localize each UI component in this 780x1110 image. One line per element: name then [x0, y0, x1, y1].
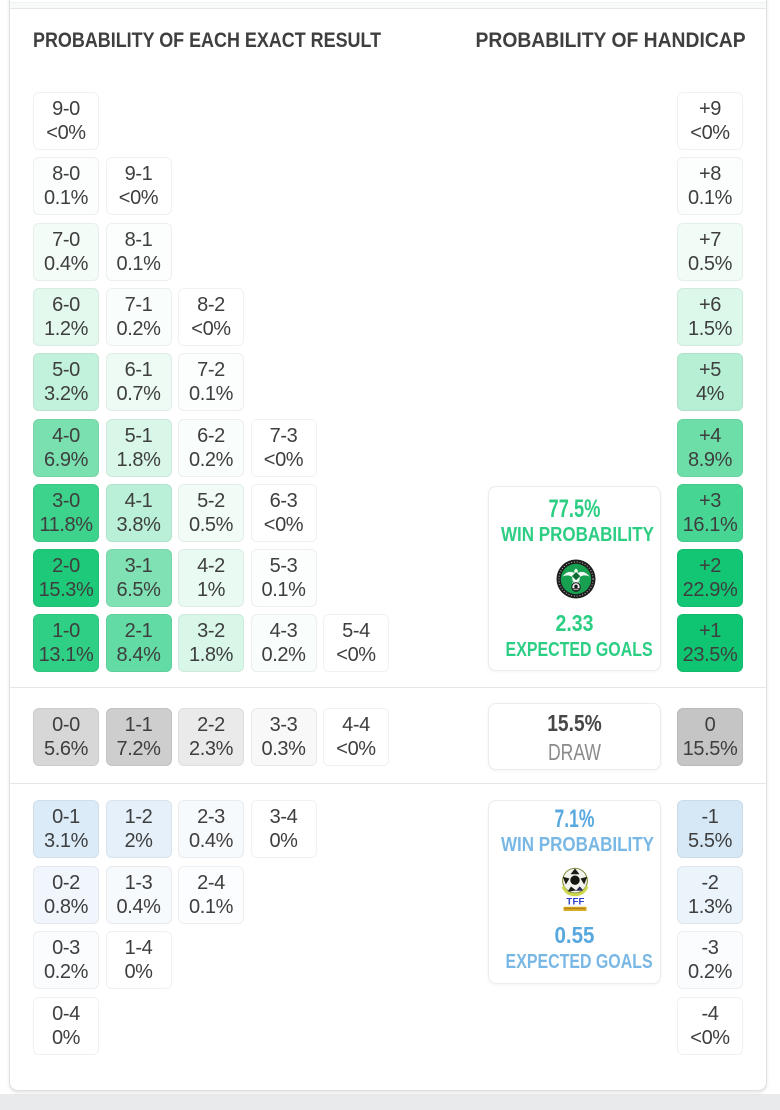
svg-text:TFF: TFF — [566, 896, 584, 907]
